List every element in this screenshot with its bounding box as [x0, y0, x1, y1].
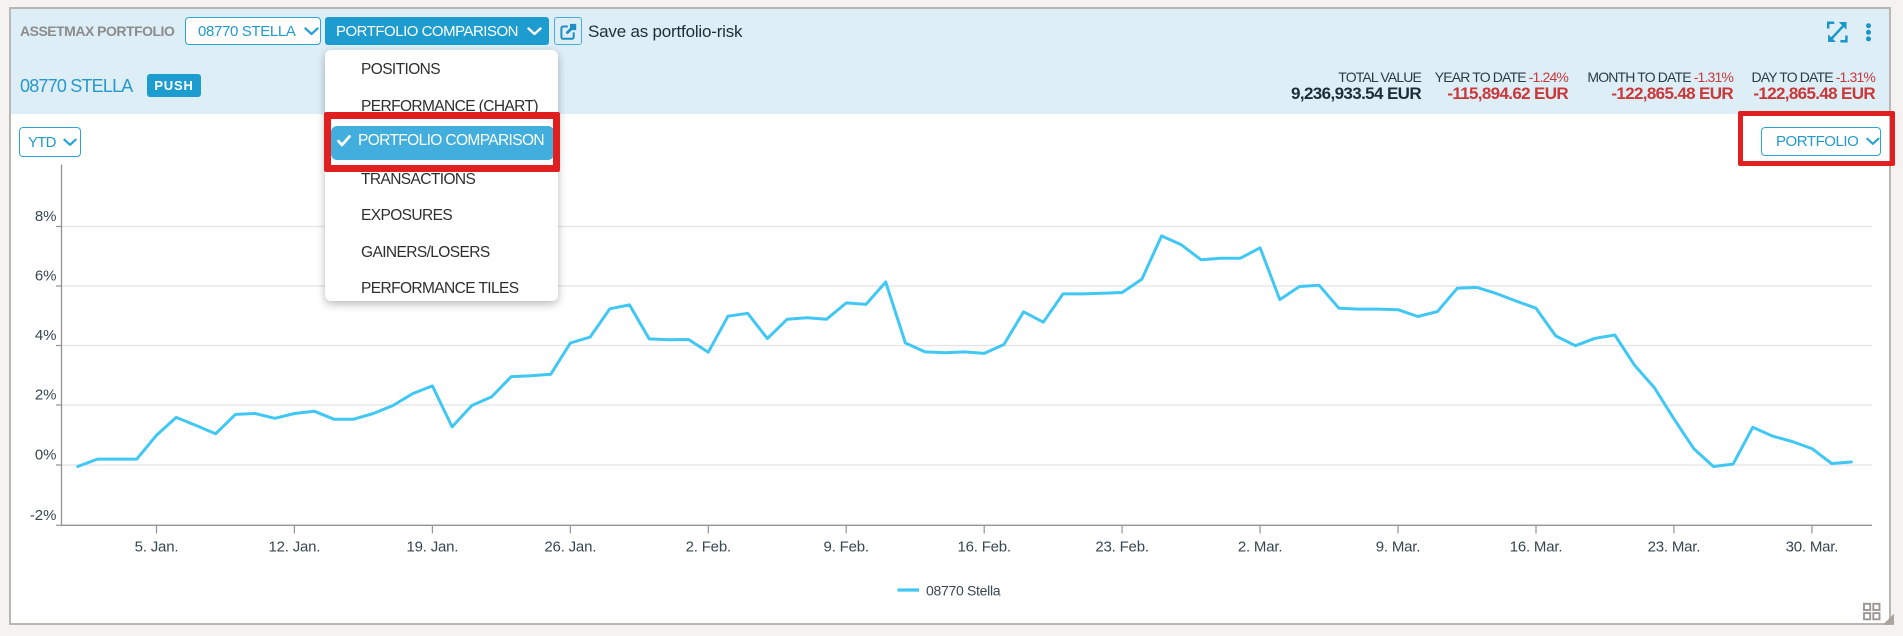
svg-text:12. Jan.: 12. Jan. [269, 539, 321, 556]
svg-text:08770 Stella: 08770 Stella [926, 583, 1001, 599]
svg-text:16. Mar.: 16. Mar. [1510, 539, 1563, 556]
svg-text:2%: 2% [35, 387, 57, 404]
svg-text:6%: 6% [35, 268, 57, 285]
svg-text:16. Feb.: 16. Feb. [957, 539, 1010, 556]
svg-text:9. Mar.: 9. Mar. [1376, 539, 1420, 556]
svg-text:4%: 4% [35, 327, 57, 344]
svg-text:2. Mar.: 2. Mar. [1238, 539, 1282, 556]
svg-text:-2%: -2% [30, 507, 57, 524]
svg-text:8%: 8% [35, 208, 57, 225]
svg-text:19. Jan.: 19. Jan. [407, 539, 459, 556]
svg-text:23. Mar.: 23. Mar. [1648, 539, 1701, 556]
svg-text:0%: 0% [35, 447, 57, 464]
svg-text:23. Feb.: 23. Feb. [1095, 539, 1148, 556]
svg-text:30. Mar.: 30. Mar. [1786, 539, 1839, 556]
svg-text:5. Jan.: 5. Jan. [135, 539, 179, 556]
svg-text:9. Feb.: 9. Feb. [824, 539, 869, 556]
svg-text:26. Jan.: 26. Jan. [544, 539, 596, 556]
svg-text:2. Feb.: 2. Feb. [686, 539, 731, 556]
